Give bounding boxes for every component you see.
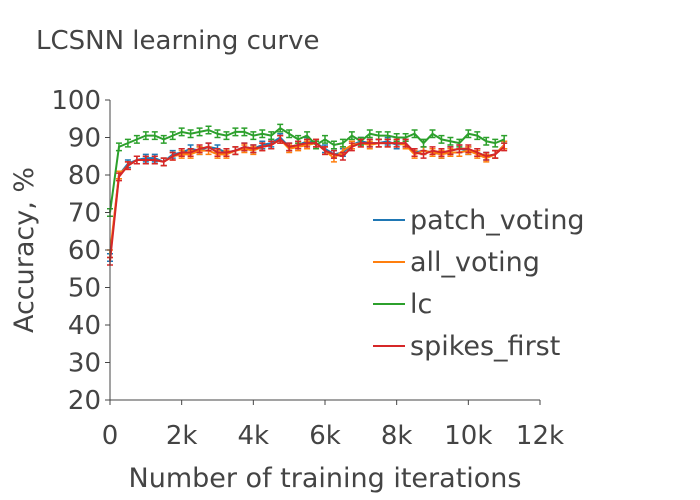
legend-item-all-voting: all_voting bbox=[373, 247, 540, 278]
series-spikes-first bbox=[107, 134, 508, 266]
x-tick-label: 10k bbox=[444, 421, 492, 451]
y-tick-label: 80 bbox=[68, 161, 101, 191]
x-axis-title: Number of training iterations bbox=[129, 463, 522, 494]
y-tick-label: 100 bbox=[51, 86, 101, 116]
x-tick-label: 4k bbox=[238, 421, 270, 451]
y-tick-label: 30 bbox=[68, 349, 101, 379]
chart-title: LCSNN learning curve bbox=[36, 26, 320, 56]
series-all-voting bbox=[107, 134, 508, 259]
series-line bbox=[109, 136, 505, 258]
y-axis-title: Accuracy, % bbox=[9, 167, 40, 333]
legend-item-patch-voting: patch_voting bbox=[373, 205, 585, 236]
x-axis: 0 2k 4k 6k 8k 10k 12k bbox=[102, 399, 564, 451]
series-line bbox=[109, 138, 505, 262]
y-axis: 20 30 40 50 60 70 80 90 100 bbox=[51, 86, 111, 416]
series-lc bbox=[107, 123, 508, 217]
legend-label: spikes_first bbox=[410, 331, 560, 362]
plot-area bbox=[107, 123, 508, 266]
x-tick-label: 12k bbox=[516, 421, 564, 451]
y-tick-label: 60 bbox=[68, 236, 101, 266]
y-tick-label: 20 bbox=[68, 386, 101, 416]
x-tick-label: 2k bbox=[166, 421, 198, 451]
y-tick-label: 40 bbox=[68, 311, 101, 341]
x-tick-label: 8k bbox=[381, 421, 413, 451]
legend-label: lc bbox=[410, 289, 432, 320]
y-tick-label: 70 bbox=[68, 199, 101, 229]
y-tick-label: 90 bbox=[68, 124, 101, 154]
legend-label: patch_voting bbox=[410, 205, 585, 236]
x-tick-label: 0 bbox=[102, 421, 119, 451]
x-tick-label: 6k bbox=[309, 421, 341, 451]
y-tick-label: 50 bbox=[68, 274, 101, 304]
legend-label: all_voting bbox=[410, 247, 540, 278]
legend-item-spikes-first: spikes_first bbox=[373, 331, 560, 362]
legend-item-lc: lc bbox=[373, 289, 432, 320]
